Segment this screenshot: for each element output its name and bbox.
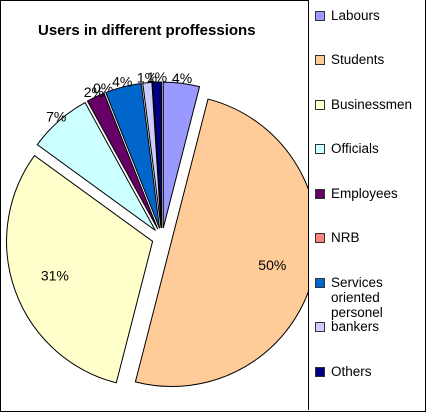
pie-label-services-oriented-personel: 4% — [112, 74, 132, 90]
legend-label-others: Others — [331, 364, 372, 379]
chart-title: Users in different proffessions — [38, 22, 256, 39]
legend-swatch-nrb — [315, 233, 325, 243]
pie-label-employees: 2% — [84, 84, 104, 100]
pie-label-others: 1% — [147, 69, 167, 85]
pie-label-officials: 7% — [46, 109, 66, 125]
pie-slice-employees — [86, 92, 159, 230]
pie-slice-labours — [162, 81, 201, 229]
pie-slice-bankers — [142, 81, 162, 229]
legend-item-employees: Employees — [315, 186, 398, 201]
legend-label-bankers: bankers — [331, 319, 380, 334]
legend-swatch-others — [315, 367, 325, 377]
legend: Labours Students Businessmen Officials E… — [308, 0, 425, 410]
pie-slice-services-oriented-personel — [105, 82, 161, 229]
legend-swatch-bankers — [315, 322, 325, 332]
legend-swatch-employees — [315, 189, 325, 199]
pie-label-bankers: 1% — [137, 69, 157, 85]
legend-item-bankers: bankers — [315, 319, 379, 334]
pie-label-labours: 4% — [172, 70, 192, 86]
legend-swatch-officials — [315, 144, 325, 154]
pie-slice-students — [134, 98, 308, 387]
legend-item-businessmen: Businessmen — [315, 97, 412, 112]
legend-item-officials: Officials — [315, 141, 379, 156]
pie-label-students: 50% — [258, 257, 286, 273]
legend-item-labours: Labours — [315, 8, 380, 23]
legend-swatch-students — [315, 55, 325, 65]
legend-label-nrb: NRB — [331, 230, 360, 245]
legend-swatch-labours — [315, 11, 325, 21]
legend-item-others: Others — [315, 364, 372, 379]
legend-item-students: Students — [315, 52, 384, 67]
pie-chart: 4%50%31%7%2%0%4% 1%1% — [6, 69, 308, 387]
legend-label-officials: Officials — [331, 141, 379, 156]
pie-label-businessmen: 31% — [41, 267, 69, 283]
pie-slice-others — [151, 81, 163, 229]
pie-slice-businessmen — [6, 154, 154, 384]
legend-label-employees: Employees — [331, 186, 398, 201]
legend-label-businessmen: Businessmen — [331, 97, 413, 112]
legend-label-labours: Labours — [331, 8, 380, 23]
legend-swatch-services-oriented-personel — [315, 278, 325, 288]
legend-label-students: Students — [331, 52, 385, 67]
legend-label-services-oriented-personel: Services oriented personel — [331, 275, 383, 320]
legend-item-nrb: NRB — [315, 230, 360, 245]
legend-item-services-oriented-personel: Services oriented personel — [315, 275, 419, 320]
pie-slice-officials — [36, 101, 156, 231]
legend-swatch-businessmen — [315, 100, 325, 110]
